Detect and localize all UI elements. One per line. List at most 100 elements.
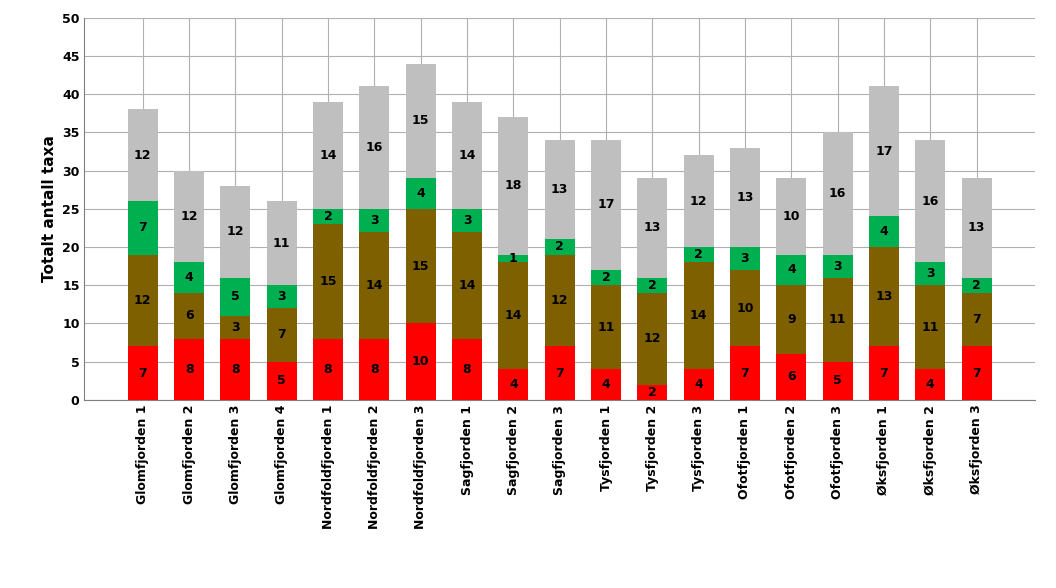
Text: 2: 2 bbox=[324, 210, 333, 223]
Bar bbox=[730, 148, 760, 247]
Text: 3: 3 bbox=[833, 259, 842, 273]
Bar bbox=[730, 346, 760, 400]
Text: 11: 11 bbox=[272, 236, 290, 250]
Bar bbox=[637, 293, 667, 385]
Bar bbox=[730, 247, 760, 270]
Bar bbox=[406, 64, 436, 178]
Text: 4: 4 bbox=[694, 378, 703, 391]
Text: 8: 8 bbox=[463, 363, 471, 376]
Text: 2: 2 bbox=[602, 271, 610, 284]
Bar bbox=[406, 209, 436, 323]
Bar bbox=[221, 278, 250, 316]
Bar bbox=[267, 285, 297, 308]
Text: 10: 10 bbox=[736, 302, 754, 315]
Bar bbox=[962, 346, 992, 400]
Bar bbox=[776, 255, 807, 285]
Bar bbox=[498, 255, 528, 262]
Bar bbox=[591, 285, 621, 369]
Bar bbox=[683, 262, 714, 369]
Bar bbox=[637, 278, 667, 293]
Bar bbox=[916, 140, 945, 262]
Bar bbox=[498, 117, 528, 255]
Y-axis label: Totalt antall taxa: Totalt antall taxa bbox=[41, 135, 57, 282]
Text: 12: 12 bbox=[643, 332, 661, 345]
Bar bbox=[591, 270, 621, 285]
Text: 7: 7 bbox=[278, 328, 286, 342]
Bar bbox=[545, 239, 574, 255]
Bar bbox=[128, 255, 157, 346]
Text: 7: 7 bbox=[740, 366, 750, 380]
Bar bbox=[869, 86, 899, 216]
Bar bbox=[313, 224, 343, 339]
Text: 11: 11 bbox=[829, 313, 847, 326]
Text: 2: 2 bbox=[648, 386, 657, 399]
Bar bbox=[174, 293, 204, 339]
Text: 14: 14 bbox=[505, 309, 522, 322]
Bar bbox=[174, 171, 204, 262]
Text: 3: 3 bbox=[926, 267, 935, 280]
Bar bbox=[174, 262, 204, 293]
Bar bbox=[776, 354, 807, 400]
Bar bbox=[869, 346, 899, 400]
Text: 5: 5 bbox=[231, 290, 240, 303]
Text: 3: 3 bbox=[231, 320, 240, 334]
Bar bbox=[498, 369, 528, 400]
Bar bbox=[313, 209, 343, 224]
Text: 6: 6 bbox=[185, 309, 193, 322]
Text: 4: 4 bbox=[416, 187, 426, 200]
Bar bbox=[128, 346, 157, 400]
Bar bbox=[683, 369, 714, 400]
Text: 7: 7 bbox=[138, 221, 147, 235]
Bar bbox=[267, 362, 297, 400]
Text: 2: 2 bbox=[555, 240, 564, 253]
Text: 14: 14 bbox=[319, 149, 337, 162]
Bar bbox=[359, 86, 390, 209]
Text: 1: 1 bbox=[509, 252, 517, 265]
Bar bbox=[916, 262, 945, 285]
Bar bbox=[776, 178, 807, 255]
Text: 4: 4 bbox=[602, 378, 610, 391]
Bar bbox=[730, 270, 760, 346]
Bar bbox=[869, 216, 899, 247]
Bar bbox=[359, 209, 390, 232]
Bar bbox=[591, 140, 621, 270]
Text: 9: 9 bbox=[787, 313, 795, 326]
Bar bbox=[498, 262, 528, 369]
Text: 12: 12 bbox=[551, 294, 568, 307]
Text: 7: 7 bbox=[880, 366, 888, 380]
Bar bbox=[823, 362, 852, 400]
Bar bbox=[637, 385, 667, 400]
Bar bbox=[406, 323, 436, 400]
Bar bbox=[823, 132, 852, 255]
Text: 12: 12 bbox=[181, 210, 197, 223]
Bar bbox=[452, 209, 483, 232]
Text: 17: 17 bbox=[598, 198, 615, 212]
Bar bbox=[452, 232, 483, 339]
Bar bbox=[452, 339, 483, 400]
Text: 7: 7 bbox=[973, 366, 981, 380]
Text: 13: 13 bbox=[968, 221, 985, 235]
Bar bbox=[962, 178, 992, 278]
Bar bbox=[267, 308, 297, 362]
Text: 14: 14 bbox=[690, 309, 708, 322]
Text: 13: 13 bbox=[875, 290, 892, 303]
Text: 17: 17 bbox=[875, 145, 892, 158]
Text: 13: 13 bbox=[736, 191, 754, 204]
Text: 3: 3 bbox=[740, 252, 750, 265]
Text: 8: 8 bbox=[370, 363, 379, 376]
Text: 12: 12 bbox=[690, 195, 708, 208]
Bar bbox=[452, 102, 483, 209]
Text: 15: 15 bbox=[412, 114, 430, 128]
Text: 3: 3 bbox=[463, 213, 471, 227]
Text: 4: 4 bbox=[787, 263, 795, 276]
Text: 11: 11 bbox=[598, 320, 615, 334]
Bar bbox=[962, 293, 992, 346]
Text: 6: 6 bbox=[787, 370, 795, 383]
Text: 4: 4 bbox=[880, 225, 888, 238]
Bar bbox=[776, 285, 807, 354]
Text: 8: 8 bbox=[185, 363, 193, 376]
Text: 16: 16 bbox=[829, 187, 846, 200]
Text: 10: 10 bbox=[412, 355, 430, 368]
Bar bbox=[128, 109, 157, 201]
Text: 14: 14 bbox=[458, 149, 476, 162]
